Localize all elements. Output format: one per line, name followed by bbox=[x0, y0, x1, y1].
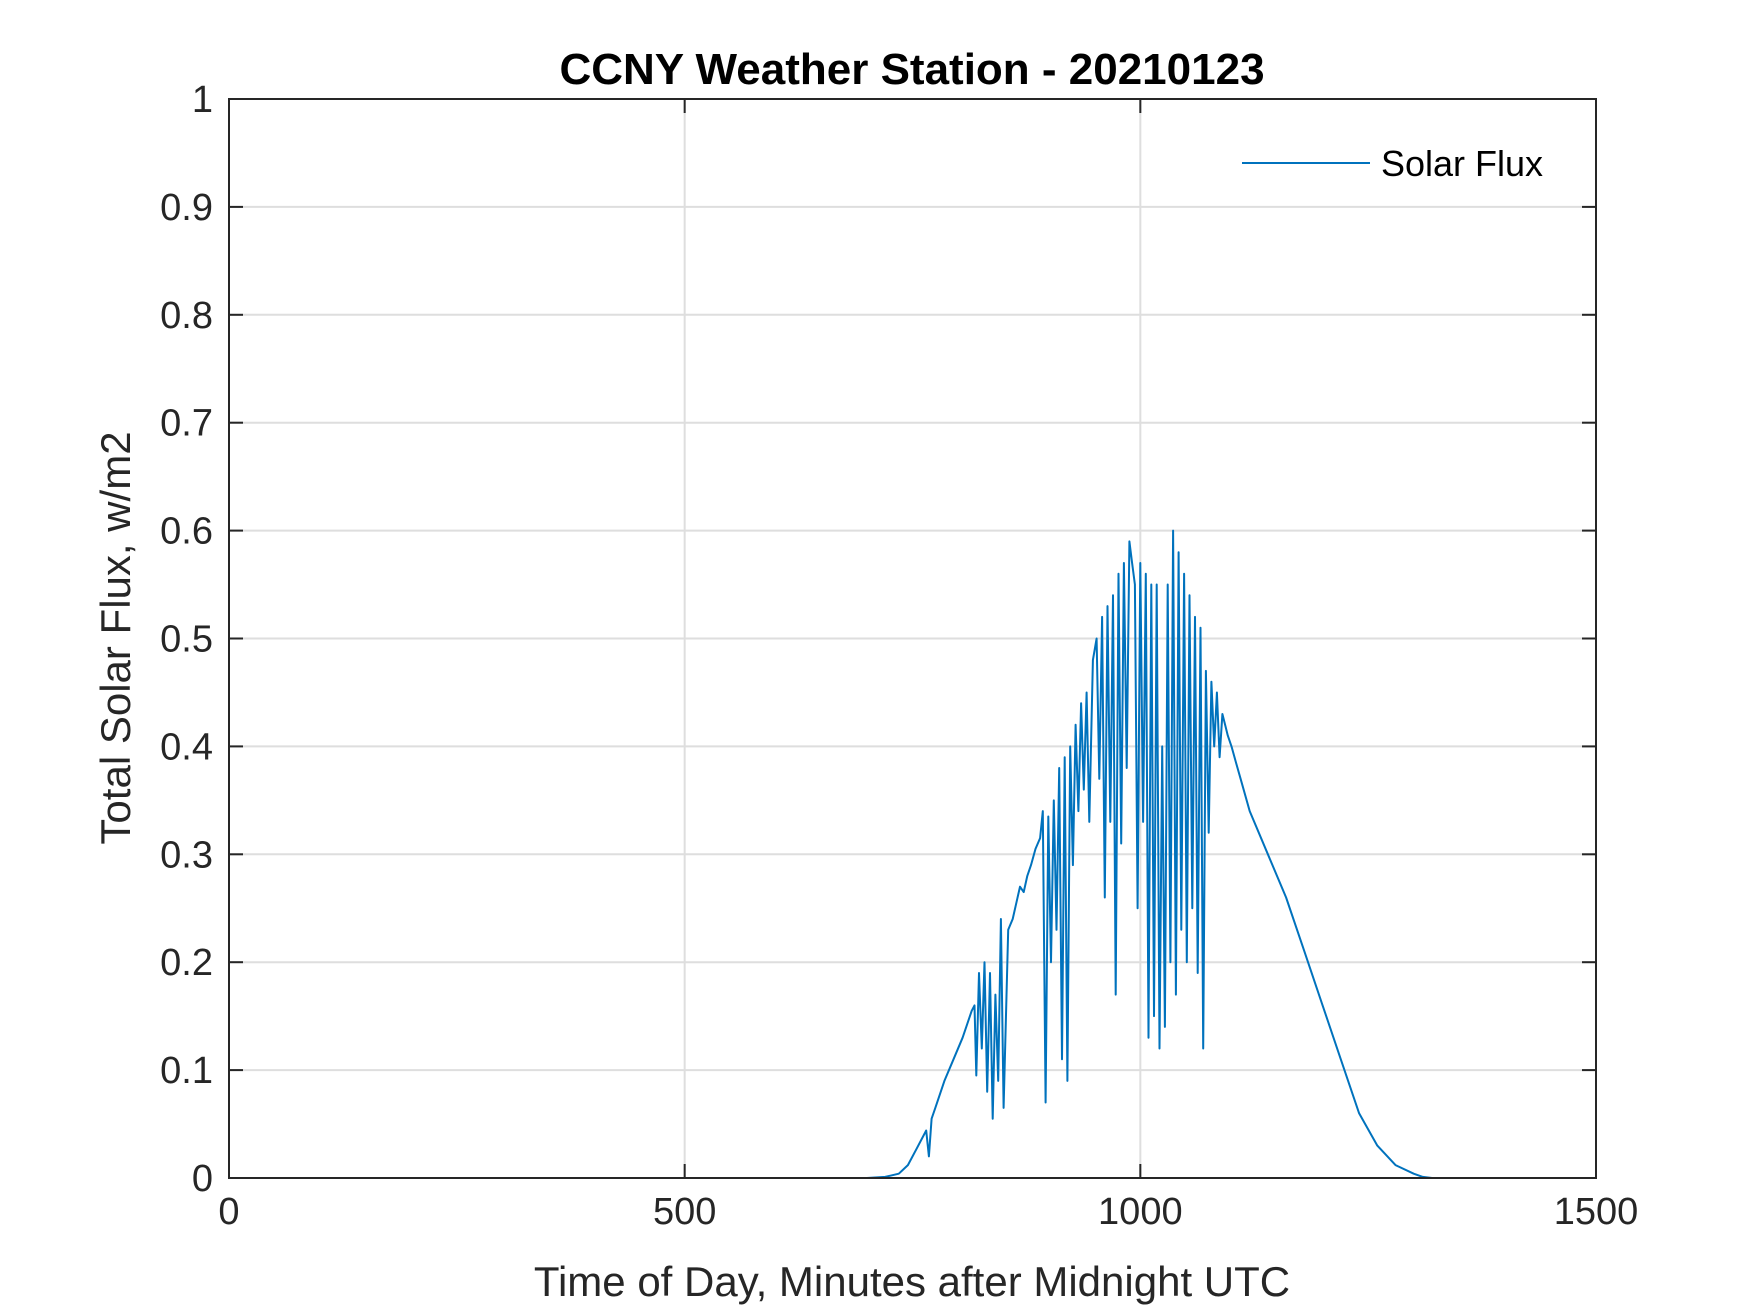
x-tick-label: 1000 bbox=[1098, 1191, 1183, 1233]
y-tick-label: 0.3 bbox=[160, 834, 213, 876]
x-tick-label: 0 bbox=[218, 1191, 239, 1233]
legend-label-solar-flux: Solar Flux bbox=[1381, 143, 1543, 184]
chart-title: CCNY Weather Station - 20210123 bbox=[559, 45, 1264, 94]
y-tick-label: 0.5 bbox=[160, 619, 213, 661]
y-axis-label: Total Solar Flux, w/m2 bbox=[92, 431, 139, 844]
y-tick-label: 1 bbox=[192, 79, 213, 121]
series-line-solar-flux bbox=[229, 529, 1551, 1179]
y-tick-label: 0.1 bbox=[160, 1050, 213, 1092]
y-tick-label: 0.9 bbox=[160, 187, 213, 229]
axis-ticks: 0 0.1 0.2 0.3 0.4 0.5 0.6 0.7 0.8 0.9 1 0 500 1000 150… bbox=[160, 79, 1638, 1233]
y-tick-label: 0.4 bbox=[160, 726, 213, 768]
y-tick-label: 0.8 bbox=[160, 295, 213, 337]
x-tick-label: 500 bbox=[653, 1191, 716, 1233]
y-tick-label: 0.7 bbox=[160, 403, 213, 445]
y-tick-label: 0.6 bbox=[160, 511, 213, 553]
y-tick-label: 0 bbox=[192, 1158, 213, 1200]
y-tick-label: 0.2 bbox=[160, 942, 213, 984]
series-layer bbox=[229, 529, 1551, 1179]
legend: Solar Flux bbox=[1242, 143, 1543, 184]
x-tick-label: 1500 bbox=[1554, 1191, 1639, 1233]
x-axis-label: Time of Day, Minutes after Midnight UTC bbox=[534, 1258, 1290, 1305]
